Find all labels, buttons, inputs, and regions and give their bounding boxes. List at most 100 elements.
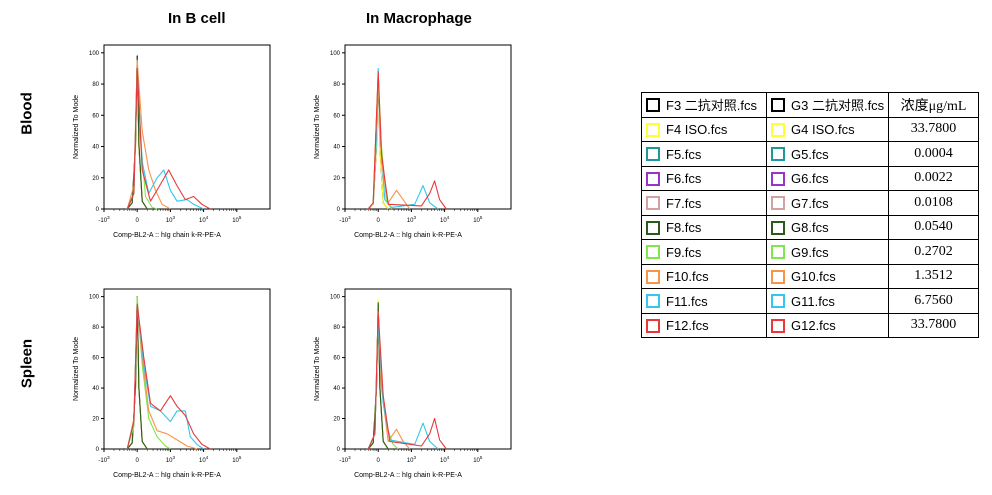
legend-f-label: F9.fcs (666, 244, 702, 260)
legend-f-label: F11.fcs (666, 293, 708, 309)
legend-f-cell: F12.fcs (641, 312, 767, 338)
legend-swatch (771, 245, 785, 260)
legend-swatch (646, 122, 660, 137)
x-tick-label: 0 (377, 458, 381, 464)
y-tick-label: 20 (92, 176, 99, 182)
y-tick-label: 0 (337, 207, 341, 213)
x-tick-label: 105 (232, 215, 242, 224)
series-line (126, 56, 148, 210)
legend-concentration-value: 0.0022 (888, 165, 979, 191)
x-tick-label: 104 (440, 215, 450, 224)
x-tick-label: 105 (232, 455, 242, 464)
legend-concentration-value: 0.0108 (888, 190, 979, 216)
legend-f-label: F8.fcs (666, 220, 702, 236)
legend-g-label: G12.fcs (791, 318, 836, 334)
legend-f-cell: F10.fcs (641, 263, 767, 289)
series-line (367, 311, 399, 450)
y-axis-label: Normalized To Mode (314, 95, 321, 159)
x-tick-label: 0 (136, 218, 140, 224)
x-axis-label: Comp-BL2-A :: hIg chain k-R-PE-A (113, 472, 221, 479)
legend-g-label: G10.fcs (791, 269, 836, 285)
legend-concentration-value: 1.3512 (888, 263, 979, 289)
y-tick-label: 20 (92, 417, 99, 423)
y-tick-label: 40 (333, 386, 340, 392)
legend-concentration-value: 33.7800 (888, 312, 979, 338)
y-axis-label: Normalized To Mode (314, 337, 321, 401)
legend-g-cell: G6.fcs (766, 165, 889, 191)
y-tick-label: 0 (96, 447, 100, 453)
x-axis-label: Comp-BL2-A :: hIg chain k-R-PE-A (354, 232, 462, 239)
series-line (126, 67, 211, 210)
x-tick-label: -103 (98, 455, 110, 464)
y-tick-label: 100 (330, 295, 341, 301)
legend-row: F11.fcs G11.fcs 6.7560 (641, 288, 979, 314)
y-tick-label: 40 (92, 386, 99, 392)
legend-f-label: F5.fcs (666, 146, 702, 162)
legend-g-label: G9.fcs (791, 244, 829, 260)
y-tick-label: 40 (333, 145, 340, 151)
col-title-b-cell: In B cell (168, 10, 226, 27)
legend-row: F3 二抗对照.fcs G3 二抗对照.fcs 浓度μg/mL (641, 92, 979, 118)
legend-swatch (646, 196, 660, 211)
legend-swatch (646, 97, 660, 112)
legend-g-cell: G3 二抗对照.fcs (766, 92, 889, 118)
plot-frame (344, 44, 512, 210)
legend-g-cell: G12.fcs (766, 312, 889, 338)
y-tick-label: 100 (89, 51, 100, 57)
y-axis-label: Normalized To Mode (73, 95, 80, 159)
x-tick-label: -103 (339, 455, 351, 464)
x-axis-label: Comp-BL2-A :: hIg chain k-R-PE-A (354, 472, 462, 479)
legend-f-cell: F7.fcs (641, 190, 767, 216)
legend-g-label: G7.fcs (791, 195, 829, 211)
legend-f-cell: F4 ISO.fcs (641, 116, 767, 142)
legend-f-cell: F5.fcs (641, 141, 767, 167)
x-tick-label: 104 (199, 455, 209, 464)
legend-table: F3 二抗对照.fcs G3 二抗对照.fcs 浓度μg/mL F4 ISO.fcs G… (641, 92, 979, 338)
plot-frame (103, 44, 271, 210)
x-tick-label: 104 (199, 215, 209, 224)
legend-g-label: G8.fcs (791, 220, 829, 236)
legend-swatch (771, 318, 785, 333)
series-line (126, 303, 211, 450)
legend-f-label: F4 ISO.fcs (666, 122, 728, 138)
legend-swatch (771, 269, 785, 284)
y-tick-label: 80 (92, 82, 99, 88)
x-tick-label: 103 (166, 455, 176, 464)
y-tick-label: 60 (92, 113, 99, 119)
plot-frame (103, 288, 271, 450)
series-line (126, 296, 171, 450)
y-tick-label: 40 (92, 145, 99, 151)
legend-row: F10.fcs G10.fcs 1.3512 (641, 263, 979, 289)
legend-swatch (771, 196, 785, 211)
legend-swatch (771, 122, 785, 137)
legend-g-cell: G9.fcs (766, 239, 889, 265)
legend-swatch (771, 171, 785, 186)
legend-swatch (646, 147, 660, 162)
series-line (367, 71, 447, 210)
legend-row: F9.fcs G9.fcs 0.2702 (641, 239, 979, 265)
x-tick-label: -103 (98, 215, 110, 224)
series-line (367, 311, 447, 450)
legend-concentration-value: 0.0540 (888, 214, 979, 240)
legend-f-cell: F11.fcs (641, 288, 767, 314)
col-title-macrophage: In Macrophage (366, 10, 472, 27)
legend-swatch (646, 245, 660, 260)
y-tick-label: 100 (330, 51, 341, 57)
y-tick-label: 0 (337, 447, 341, 453)
legend-concentration-value: 0.2702 (888, 239, 979, 265)
legend-g-cell: G7.fcs (766, 190, 889, 216)
y-tick-label: 60 (333, 113, 340, 119)
legend-row: F6.fcs G6.fcs 0.0022 (641, 165, 979, 191)
legend-f-label: F7.fcs (666, 195, 702, 211)
legend-f-label: F3 二抗对照.fcs (666, 98, 758, 114)
legend-g-cell: G4 ISO.fcs (766, 116, 889, 142)
legend-f-cell: F9.fcs (641, 239, 767, 265)
legend-swatch (646, 294, 660, 309)
y-tick-label: 80 (333, 325, 340, 331)
series-line (367, 302, 389, 450)
legend-g-label: G5.fcs (791, 146, 829, 162)
